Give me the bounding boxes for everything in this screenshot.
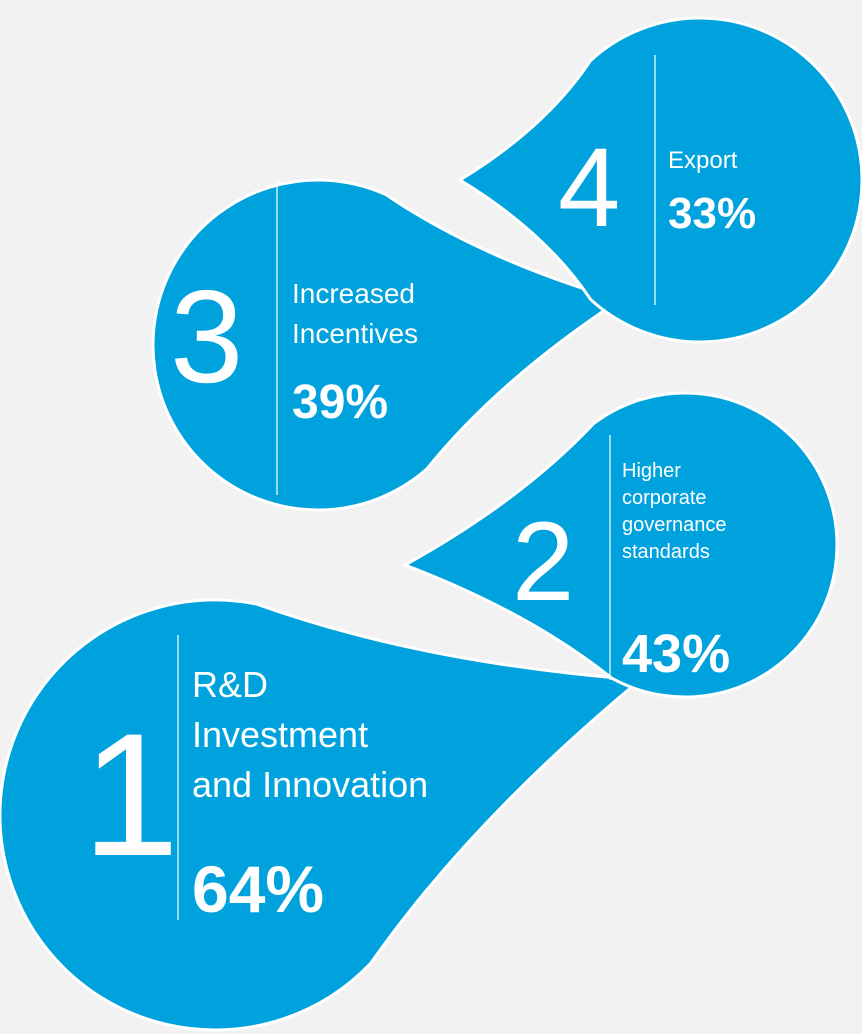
bubble [401,391,839,699]
percentage: 33% [668,189,756,238]
label-line: Incentives [292,318,418,349]
label-line: Increased [292,278,415,309]
percentage: 39% [292,376,388,429]
label-line: Export [668,147,738,174]
label-line: corporate [622,487,707,509]
bubble [0,598,644,1032]
label-line: Investment [192,714,368,755]
bubble [151,178,624,512]
label-line: governance [622,514,727,536]
rank-number: 2 [512,499,574,624]
label-line: Higher [622,460,681,482]
label-line: R&D [192,664,268,705]
rank-number: 3 [170,263,243,410]
label-line: standards [622,541,710,563]
rank-number: 1 [82,698,179,893]
percentage: 43% [622,624,730,684]
label-line: and Innovation [192,764,428,805]
rank-number: 4 [558,125,620,250]
percentage: 64% [192,852,324,926]
